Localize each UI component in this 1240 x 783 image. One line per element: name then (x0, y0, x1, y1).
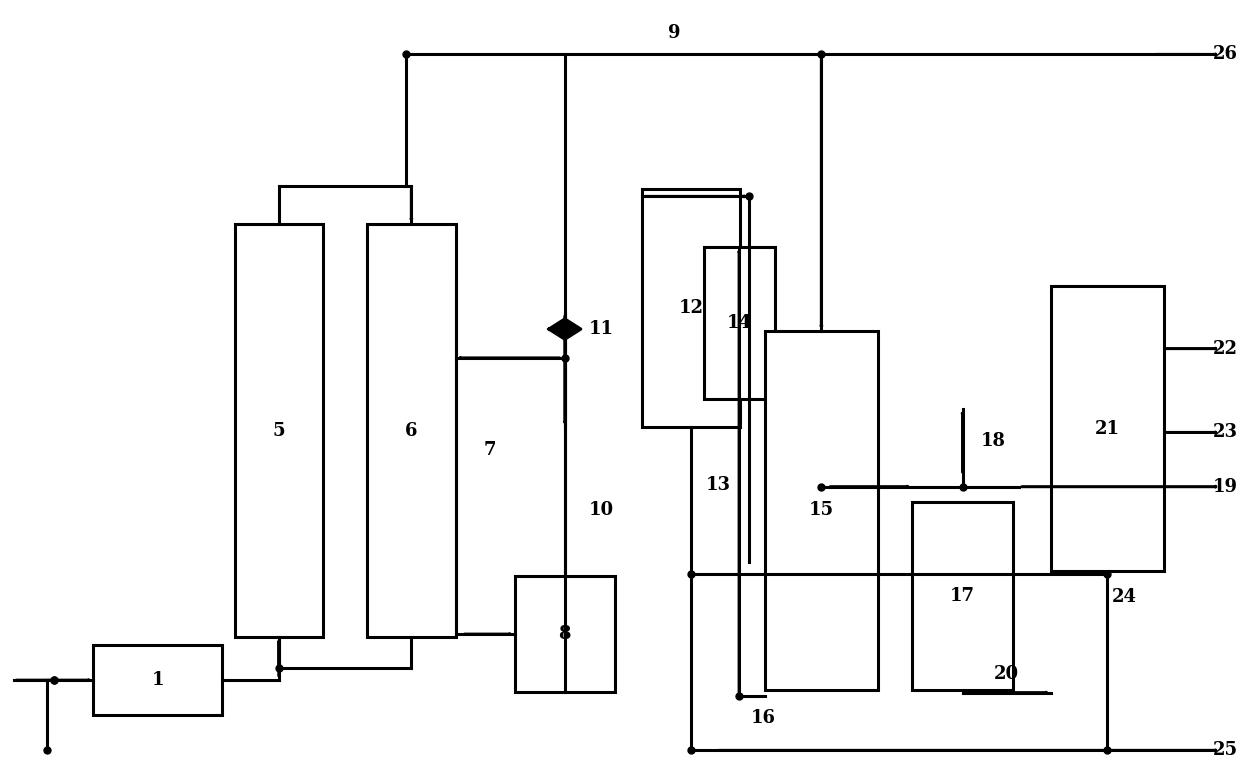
Text: 20: 20 (994, 665, 1019, 683)
Bar (703, 247, 775, 399)
Text: 5: 5 (273, 421, 285, 439)
Text: 1: 1 (151, 671, 164, 689)
Text: 13: 13 (706, 476, 730, 494)
Text: 23: 23 (1213, 424, 1238, 442)
Bar (367, 224, 455, 637)
Bar (1052, 286, 1164, 571)
Bar (913, 502, 1013, 690)
Text: 10: 10 (589, 501, 614, 519)
Text: 7: 7 (484, 442, 496, 460)
Text: 16: 16 (751, 709, 776, 727)
Text: 26: 26 (1213, 45, 1238, 63)
Text: 24: 24 (1112, 589, 1137, 607)
Bar (234, 224, 322, 637)
Text: 22: 22 (1213, 340, 1238, 358)
Text: 6: 6 (405, 421, 418, 439)
Text: 15: 15 (808, 501, 835, 519)
Text: 17: 17 (950, 587, 975, 605)
Bar (515, 576, 615, 692)
Text: 14: 14 (727, 314, 751, 332)
Text: 9: 9 (668, 24, 681, 42)
Text: 18: 18 (981, 432, 1006, 450)
Text: 21: 21 (1095, 420, 1120, 438)
Bar (93, 645, 222, 716)
Text: 25: 25 (1213, 742, 1238, 760)
Bar (765, 330, 878, 690)
Text: 11: 11 (589, 320, 614, 338)
Text: 8: 8 (558, 625, 572, 643)
Bar (642, 189, 740, 427)
Text: 19: 19 (1213, 478, 1238, 496)
Polygon shape (549, 319, 580, 339)
Text: 12: 12 (678, 298, 704, 316)
